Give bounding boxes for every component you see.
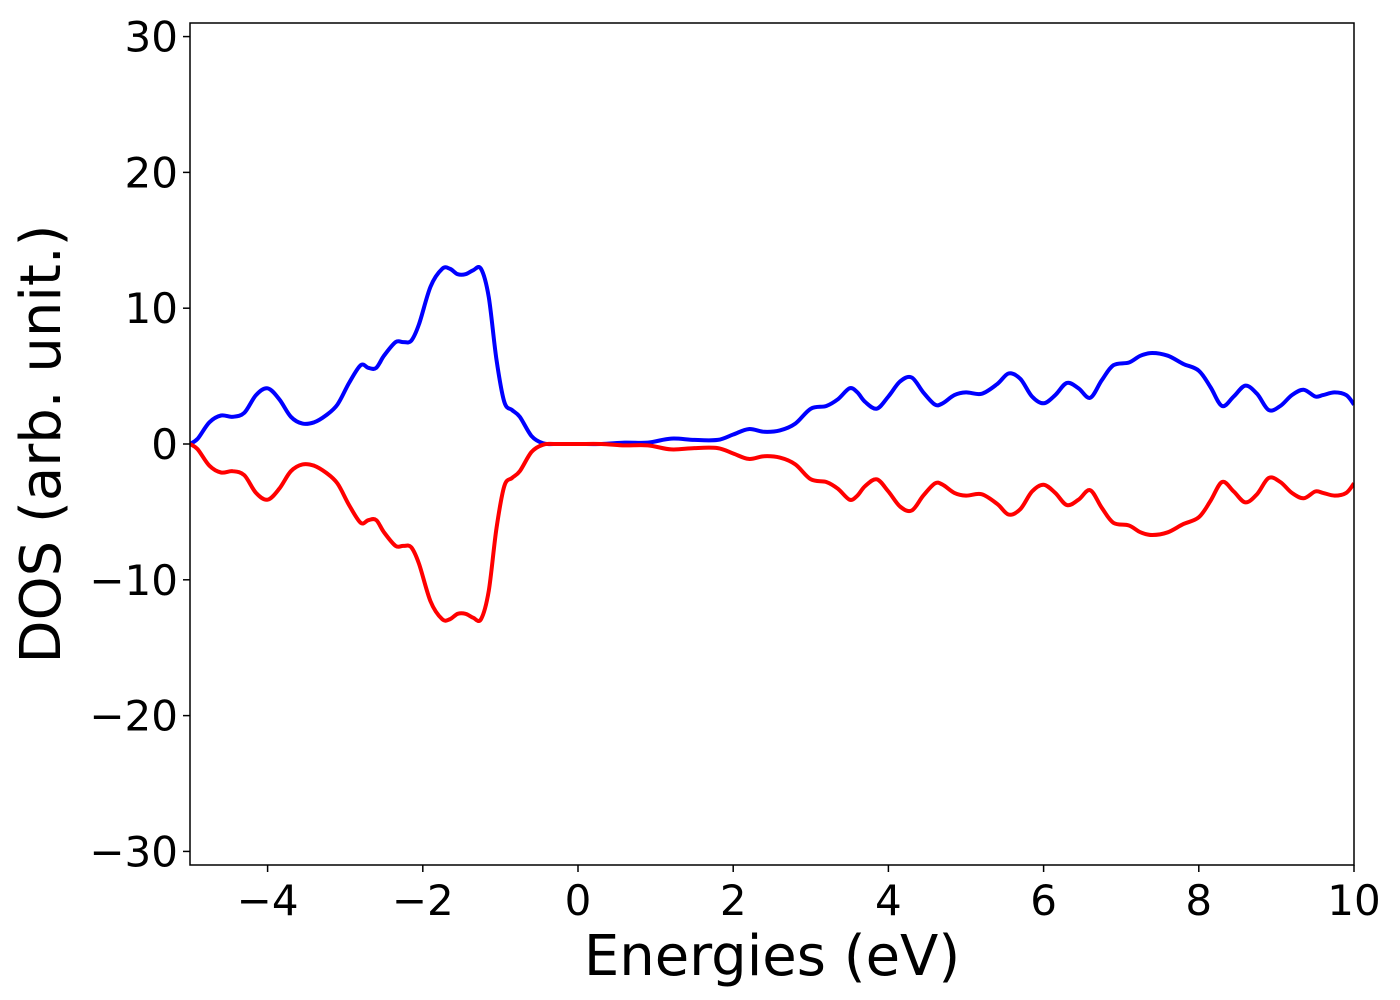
y-tick-label: 10	[125, 284, 178, 333]
y-tick-label: −20	[89, 692, 178, 741]
x-axis: −4 −2 0 2 4 6 8 10	[237, 865, 1381, 925]
x-axis-label: Energies (eV)	[584, 924, 960, 989]
x-tick-label: 2	[720, 876, 747, 925]
y-tick-label: 0	[151, 420, 178, 469]
plot-background	[190, 23, 1354, 865]
x-tick-label: −4	[237, 876, 299, 925]
x-tick-label: 6	[1030, 876, 1057, 925]
series-line-negative	[190, 441, 1354, 624]
y-tick-label: 20	[125, 148, 178, 197]
y-tick-label: −10	[89, 556, 178, 605]
x-tick-label: 4	[875, 876, 902, 925]
y-tick-label: 30	[125, 13, 178, 62]
series-line-positive	[190, 264, 1354, 447]
series-layer	[190, 264, 1354, 624]
x-tick-label: 0	[565, 876, 592, 925]
y-tick-label: −30	[89, 827, 178, 876]
x-tick-label: 8	[1185, 876, 1212, 925]
y-axis: −30 −20 −10 0 10 20 30	[89, 13, 190, 876]
x-tick-label: −2	[392, 876, 454, 925]
x-tick-label: 10	[1327, 876, 1380, 925]
y-axis-label: DOS (arb. unit.)	[9, 224, 74, 663]
